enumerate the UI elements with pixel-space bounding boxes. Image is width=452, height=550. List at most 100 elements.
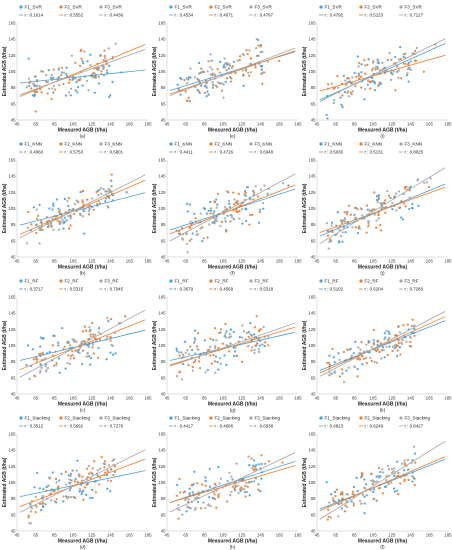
legend-entry: F2_RFr : 0.4569 — [209, 279, 234, 292]
data-point — [364, 483, 368, 486]
data-point — [38, 371, 42, 374]
data-point — [211, 72, 215, 75]
data-point — [404, 62, 407, 65]
data-point — [209, 53, 212, 56]
trend-line — [169, 47, 296, 97]
trend-line — [169, 465, 296, 503]
data-point — [178, 232, 182, 235]
data-point — [331, 347, 334, 351]
y-tick-label: 65 — [11, 101, 16, 106]
data-point — [393, 195, 396, 198]
data-point — [331, 230, 334, 234]
y-tick-label: 105 — [158, 69, 166, 74]
y-tick-label: 85 — [311, 85, 316, 90]
data-point — [65, 66, 68, 69]
data-point — [376, 61, 379, 64]
data-point — [47, 224, 51, 227]
data-point — [91, 496, 94, 500]
data-point — [217, 368, 220, 371]
data-point — [87, 213, 91, 216]
data-point — [185, 233, 188, 236]
r-value-label: r : 0.5315 — [65, 287, 84, 292]
data-point — [281, 461, 284, 464]
data-point — [261, 82, 264, 85]
panel-label: (j) — [380, 271, 385, 277]
data-point — [194, 360, 197, 363]
r-value-label: r : 0.5318 — [255, 287, 274, 292]
y-tick-label: 105 — [308, 69, 316, 74]
data-point — [249, 321, 252, 325]
data-point — [343, 220, 346, 223]
data-point — [367, 341, 370, 344]
data-point — [49, 499, 53, 502]
legend-marker — [249, 142, 253, 146]
data-point — [403, 478, 406, 481]
y-axis-title: Estimated AGB (t/ha) — [152, 183, 158, 233]
data-point — [114, 352, 117, 355]
data-point — [208, 223, 211, 226]
data-point — [404, 52, 407, 55]
data-point — [67, 81, 71, 84]
data-point — [360, 340, 363, 344]
data-point — [57, 357, 61, 360]
data-point — [215, 198, 218, 201]
x-tick-label: 105 — [220, 396, 228, 401]
data-point — [367, 79, 370, 82]
y-tick-label: 105 — [158, 206, 166, 211]
data-point — [409, 336, 413, 339]
data-point — [370, 346, 374, 349]
data-point — [242, 84, 245, 87]
data-point — [86, 352, 89, 355]
data-point — [341, 240, 344, 243]
data-point — [249, 57, 253, 60]
x-axis-title: Measured AGB (t/ha) — [208, 128, 258, 134]
data-point — [25, 242, 29, 245]
data-point — [106, 205, 109, 208]
data-point — [325, 481, 328, 484]
data-point — [93, 91, 96, 94]
y-tick-label: 65 — [11, 238, 16, 243]
data-point — [229, 220, 232, 223]
data-point — [391, 202, 394, 205]
y-tick-label: 125 — [158, 190, 166, 195]
data-point — [63, 345, 66, 348]
data-point — [40, 228, 43, 231]
data-point — [413, 327, 416, 331]
data-point — [56, 219, 59, 222]
x-tick-label: 45 — [15, 533, 20, 538]
legend-label: F2_SVR — [215, 5, 233, 10]
data-point — [107, 96, 111, 99]
data-point — [185, 81, 189, 85]
data-point — [57, 344, 60, 347]
y-axis-title: Estimated AGB (t/ha) — [2, 457, 8, 507]
data-point — [390, 467, 394, 471]
trend-line — [19, 319, 146, 371]
legend-label: F3_SVR — [255, 5, 273, 10]
data-point — [57, 76, 60, 79]
data-point — [50, 225, 53, 229]
data-point — [103, 49, 106, 52]
data-point — [353, 71, 356, 74]
data-point — [411, 324, 414, 328]
data-point — [340, 368, 344, 371]
data-point — [52, 202, 55, 205]
data-point — [213, 327, 217, 330]
legend-label: F2_KNN — [215, 142, 233, 147]
data-point — [233, 350, 237, 353]
y-tick-label: 125 — [308, 190, 316, 195]
data-point — [62, 227, 65, 230]
data-point — [204, 476, 207, 479]
data-point — [376, 66, 379, 69]
data-point — [69, 224, 72, 227]
data-point — [402, 62, 405, 65]
legend-marker — [359, 416, 363, 420]
data-point — [392, 70, 395, 73]
data-point — [242, 73, 245, 76]
legend-marker — [359, 5, 363, 9]
data-point — [282, 181, 285, 185]
data-point — [183, 78, 186, 82]
data-point — [414, 461, 417, 464]
data-point — [375, 226, 378, 229]
data-point — [222, 83, 225, 86]
